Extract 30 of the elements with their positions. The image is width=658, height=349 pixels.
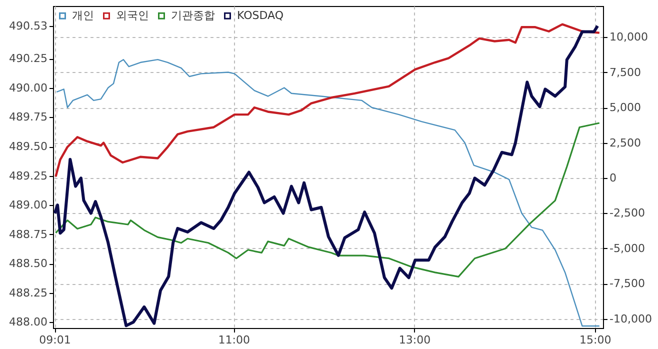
x-tick-label: 15:00	[580, 334, 612, 346]
y2-tick-label: 10,000	[610, 30, 648, 44]
y2-tick-label: 5,000	[610, 101, 641, 114]
y-tick-label: 488.75	[9, 228, 48, 241]
y2-tick-label: -2,500	[610, 206, 645, 220]
y2-tick-label: 0	[610, 171, 616, 184]
y-tick-label: 488.50	[9, 257, 48, 270]
y2-tick-label: 7,500	[610, 66, 641, 79]
x-tick-label: 09:01	[39, 334, 71, 346]
y-tick-label: 489.50	[9, 140, 48, 154]
y-tick-label: 490.25	[9, 52, 48, 66]
legend-label: 외국인	[116, 8, 149, 22]
y2-tick-label: -10,000	[610, 312, 652, 326]
y-tick-label: 488.25	[9, 286, 48, 300]
line-series	[54, 122, 600, 278]
y2-tick-label: -7,500	[610, 277, 645, 290]
y-tick-label: 489.75	[9, 110, 48, 124]
legend-label: KOSDAQ	[237, 8, 284, 22]
y2-tick-label: 2,500	[610, 136, 641, 150]
y-tick-label: 488.00	[9, 316, 48, 329]
y-tick-label: 490.53	[9, 19, 48, 32]
x-tick-label: 11:00	[218, 334, 250, 346]
y-tick-label: 490.00	[9, 81, 48, 94]
y-tick-label: 489.00	[9, 198, 48, 212]
line-series	[54, 23, 600, 178]
y-tick-label: 489.25	[9, 169, 48, 182]
x-tick-label: 13:00	[398, 334, 431, 346]
legend-label: 개인	[72, 8, 94, 22]
legend-label: 기관종합	[171, 8, 215, 22]
y2-tick-label: -5,000	[610, 242, 645, 255]
